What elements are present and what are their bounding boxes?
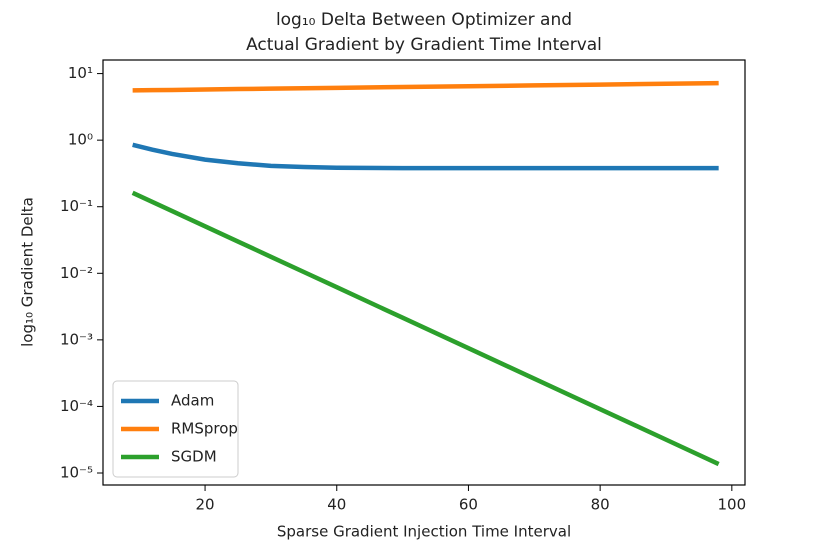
legend-label: Adam — [171, 392, 214, 410]
x-tick-label: 80 — [591, 496, 610, 514]
x-axis-label: Sparse Gradient Injection Time Interval — [277, 523, 571, 541]
series-line — [132, 80, 719, 93]
series-line — [131, 190, 720, 467]
chart-title: log₁₀ Delta Between Optimizer and — [276, 10, 572, 30]
y-tick-label: 10⁰ — [68, 131, 93, 149]
x-tick-label: 40 — [327, 496, 346, 514]
y-tick-label: 10⁻⁴ — [60, 397, 93, 415]
y-tick-label: 10⁻³ — [60, 330, 93, 348]
y-tick-label: 10⁻¹ — [60, 197, 93, 215]
plot-frame — [102, 59, 746, 486]
y-tick-label: 10⁻² — [60, 264, 93, 282]
legend-box — [112, 380, 239, 478]
y-tick-label: 10¹ — [68, 64, 93, 82]
legend-label: RMSprop — [171, 420, 238, 438]
x-tick-label: 60 — [459, 496, 478, 514]
chart-title: Actual Gradient by Gradient Time Interva… — [246, 35, 602, 55]
x-tick-label: 20 — [196, 496, 215, 514]
y-tick-label: 10⁻⁵ — [60, 463, 93, 481]
series-line — [132, 142, 719, 171]
legend-label: SGDM — [171, 448, 217, 466]
x-tick-label: 100 — [718, 496, 747, 514]
y-axis-label: log₁₀ Gradient Delta — [19, 197, 37, 347]
